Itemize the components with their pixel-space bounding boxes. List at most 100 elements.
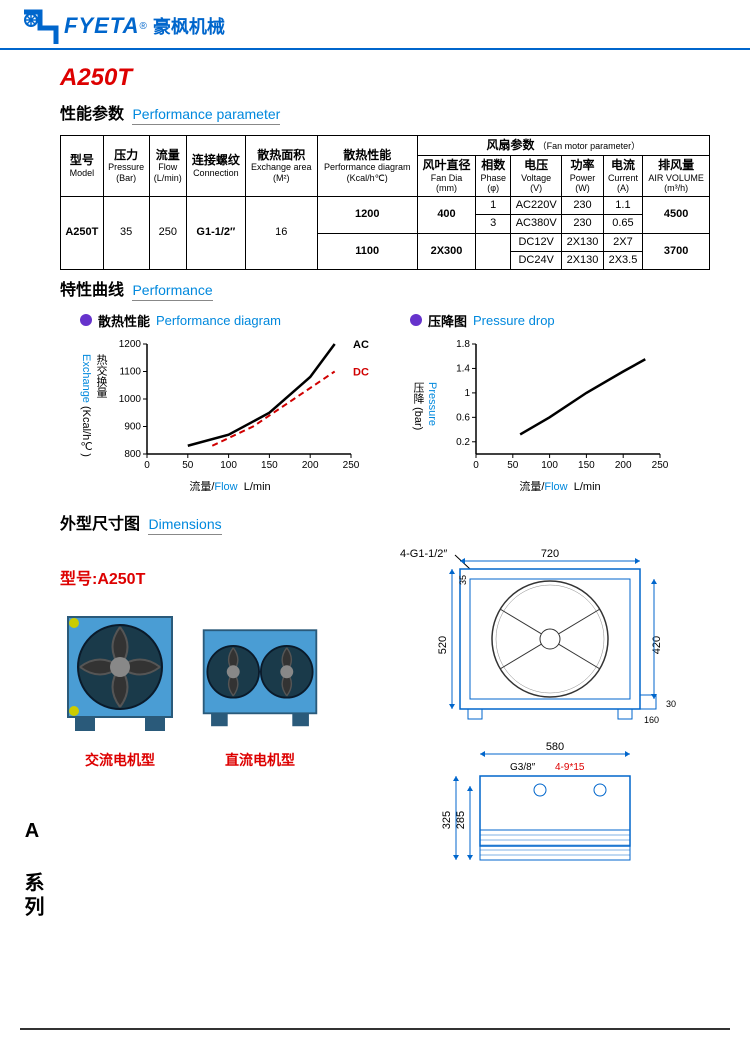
svg-text:1.8: 1.8 xyxy=(456,339,470,350)
c1-title-cn: 散热性能 xyxy=(98,311,150,330)
photo-ac: 交流电机型 xyxy=(60,599,180,770)
c1-yl-en: Exchange xyxy=(80,354,92,403)
svg-text:AC: AC xyxy=(353,339,369,351)
cell-pw3: 2X130 xyxy=(562,233,603,251)
c2-xlabel: 流量/Flow L/min xyxy=(410,478,710,494)
cooler-ac-icon xyxy=(60,599,180,739)
dim-285: 285 xyxy=(455,811,467,829)
th-perfd-u: (Kcal/h℃) xyxy=(321,173,414,184)
th-fan-en: （Fan motor parameter） xyxy=(538,141,641,151)
section-dims: 外型尺寸图 Dimensions xyxy=(60,510,710,535)
svg-text:DC: DC xyxy=(353,366,369,378)
th-pressure-u: (Bar) xyxy=(107,173,146,184)
th-c-cn: 电流 xyxy=(607,158,640,172)
bottom-rule xyxy=(20,1028,730,1030)
photo-dc: 直流电机型 xyxy=(200,599,320,770)
cell-pw1: 230 xyxy=(562,197,603,215)
th-pressure-en: Pressure xyxy=(107,162,146,173)
cell-fd2: 2X300 xyxy=(417,233,476,269)
svg-text:50: 50 xyxy=(182,460,194,471)
cell-c2: 0.65 xyxy=(603,215,643,233)
svg-text:1200: 1200 xyxy=(119,339,142,350)
charts-row: 散热性能 Performance diagram 热交换量 Exchange (… xyxy=(60,311,710,494)
cell-model: A250T xyxy=(61,197,104,270)
c2-title-cn: 压降图 xyxy=(428,311,467,330)
dims-en: Dimensions xyxy=(148,516,221,535)
dim-520: 520 xyxy=(437,636,449,654)
c2-yl-en: Pressure xyxy=(426,382,438,426)
cell-a1: 4500 xyxy=(643,197,710,233)
svg-text:1: 1 xyxy=(464,388,470,399)
svg-text:200: 200 xyxy=(615,460,632,471)
cell-fd1: 400 xyxy=(417,197,476,233)
dim-hole: 4-9*15 xyxy=(555,762,585,773)
cell-pressure: 35 xyxy=(103,197,149,270)
cell-pw2: 230 xyxy=(562,215,603,233)
section-en: Performance parameter xyxy=(132,106,280,125)
page-header: FYETA ® 豪枫机械 xyxy=(0,0,750,50)
c1-yl-u: (Kcal/h℃) xyxy=(80,406,92,457)
svg-text:150: 150 xyxy=(261,460,278,471)
c1-xlabel: 流量/Flow L/min xyxy=(80,478,380,494)
svg-text:250: 250 xyxy=(343,460,360,471)
table-row: A250T 35 250 G1-1/2″ 16 1200 400 1 AC220… xyxy=(61,197,710,215)
dim-35: 35 xyxy=(458,575,468,585)
cell-ph2: 3 xyxy=(476,215,511,233)
th-fd-cn: 风叶直径 xyxy=(421,158,473,172)
section-cn: 性能参数 xyxy=(60,106,124,123)
cell-pw4: 2X130 xyxy=(562,251,603,269)
th-flow-u: (L/min) xyxy=(153,173,183,184)
th-perfd-cn: 散热性能 xyxy=(321,148,414,162)
th-a-u: (m³/h) xyxy=(646,183,706,194)
th-fd-en: Fan Dia xyxy=(421,173,473,184)
svg-text:0: 0 xyxy=(473,460,479,471)
logo-icon xyxy=(20,8,60,44)
th-perfd-en: Performance diagram xyxy=(321,162,414,173)
th-pw-en: Power xyxy=(565,173,599,184)
th-flow-cn: 流量 xyxy=(153,148,183,162)
port-label: 4-G1-1/2″ xyxy=(400,548,447,560)
th-area-en: Exchange area xyxy=(249,162,314,173)
section-perf-param: 性能参数 Performance parameter xyxy=(60,100,710,125)
brand-reg: ® xyxy=(139,21,146,32)
dim-30: 30 xyxy=(666,699,676,709)
dim-325: 325 xyxy=(441,811,453,829)
th-a-cn: 排风量 xyxy=(646,158,706,172)
chart1-svg: 800900100011001200050100150200250ACDC xyxy=(109,336,379,476)
th-area-u: (M²) xyxy=(249,173,314,184)
cooler-dc-icon xyxy=(200,599,320,739)
dim-720: 720 xyxy=(541,548,559,560)
cell-conn: G1-1/2″ xyxy=(186,197,245,270)
th-conn-en: Connection xyxy=(190,168,242,179)
c2-xl-en: Flow xyxy=(544,481,567,493)
cell-perfd1: 1200 xyxy=(317,197,417,233)
ac-caption: 交流电机型 xyxy=(60,750,180,770)
brand-en: FYETA xyxy=(64,13,139,39)
technical-drawing: 4-G1-1/2″ 720 520 35 xyxy=(340,545,680,885)
dot-icon xyxy=(410,314,422,326)
svg-text:800: 800 xyxy=(124,449,141,460)
th-c-u: (A) xyxy=(607,183,640,194)
svg-text:50: 50 xyxy=(507,460,519,471)
dim-160: 160 xyxy=(644,715,659,725)
cell-a2: 3700 xyxy=(643,233,710,269)
th-fd-u: (mm) xyxy=(421,183,473,194)
th-v-cn: 电压 xyxy=(514,158,558,172)
cell-v4: DC24V xyxy=(511,251,562,269)
th-v-u: (V) xyxy=(514,183,558,194)
th-flow-en: Flow xyxy=(153,162,183,173)
spec-table: 型号Model 压力Pressure(Bar) 流量Flow(L/min) 连接… xyxy=(60,135,710,270)
cell-v3: DC12V xyxy=(511,233,562,251)
svg-text:0.2: 0.2 xyxy=(456,437,470,448)
cell-c3: 2X7 xyxy=(603,233,643,251)
c2-ylabel: Pressure 压降 (bar) xyxy=(410,382,438,430)
c1-yl-cn: 热交换量 xyxy=(95,354,107,398)
svg-text:0: 0 xyxy=(144,460,150,471)
c2-title-en: Pressure drop xyxy=(473,313,555,328)
cell-ph1: 1 xyxy=(476,197,511,215)
th-model-cn: 型号 xyxy=(64,153,100,167)
th-a-en: AIR VOLUME xyxy=(646,173,706,184)
brand-cn: 豪枫机械 xyxy=(153,13,225,39)
series-label: A 系列 xyxy=(18,820,47,920)
cell-c4: 2X3.5 xyxy=(603,251,643,269)
